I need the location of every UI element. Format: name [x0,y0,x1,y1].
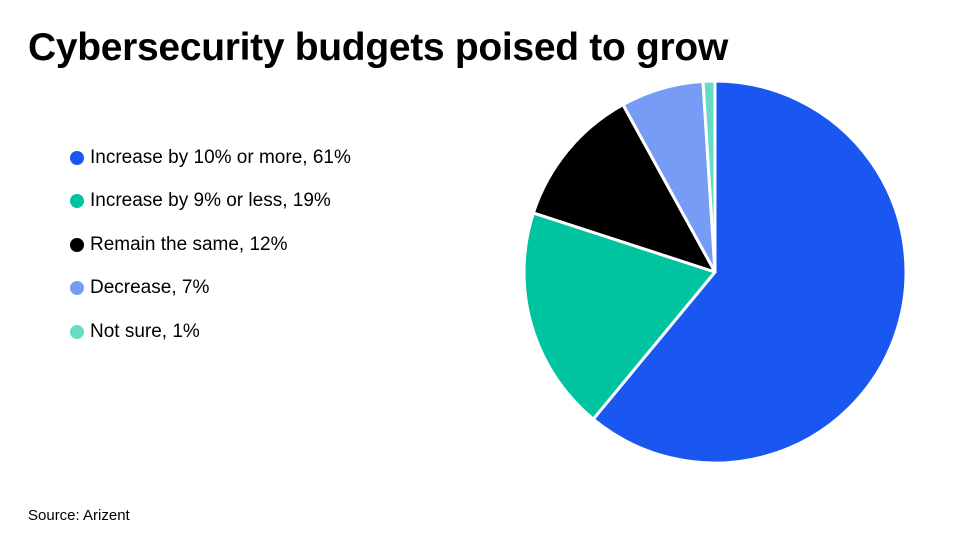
legend-swatch [70,237,84,252]
legend-label: Decrease, 7% [90,277,210,299]
legend-item: Increase by 10% or more, 61% [70,136,351,180]
legend-label: Increase by 9% or less, 19% [90,190,331,212]
legend-label: Remain the same, 12% [90,233,288,255]
legend-label: Increase by 10% or more, 61% [90,146,351,168]
legend-item: Decrease, 7% [70,267,351,311]
legend-item: Not sure, 1% [70,310,351,354]
legend-swatch [70,150,84,165]
legend-swatch [70,281,84,296]
legend-swatch [70,194,84,209]
pie-slice [522,211,717,421]
legend-item: Remain the same, 12% [70,223,351,267]
chart-title: Cybersecurity budgets poised to grow [28,26,728,69]
pie-slice [591,79,908,465]
legend-swatch [70,324,84,339]
legend-label: Not sure, 1% [90,320,200,342]
source-note: Source: Arizent [28,507,130,524]
chart-legend: Increase by 10% or more, 61% Increase by … [70,136,351,354]
pie-slice [531,103,717,274]
pie-slice [701,79,717,274]
legend-item: Increase by 9% or less, 19% [70,180,351,224]
